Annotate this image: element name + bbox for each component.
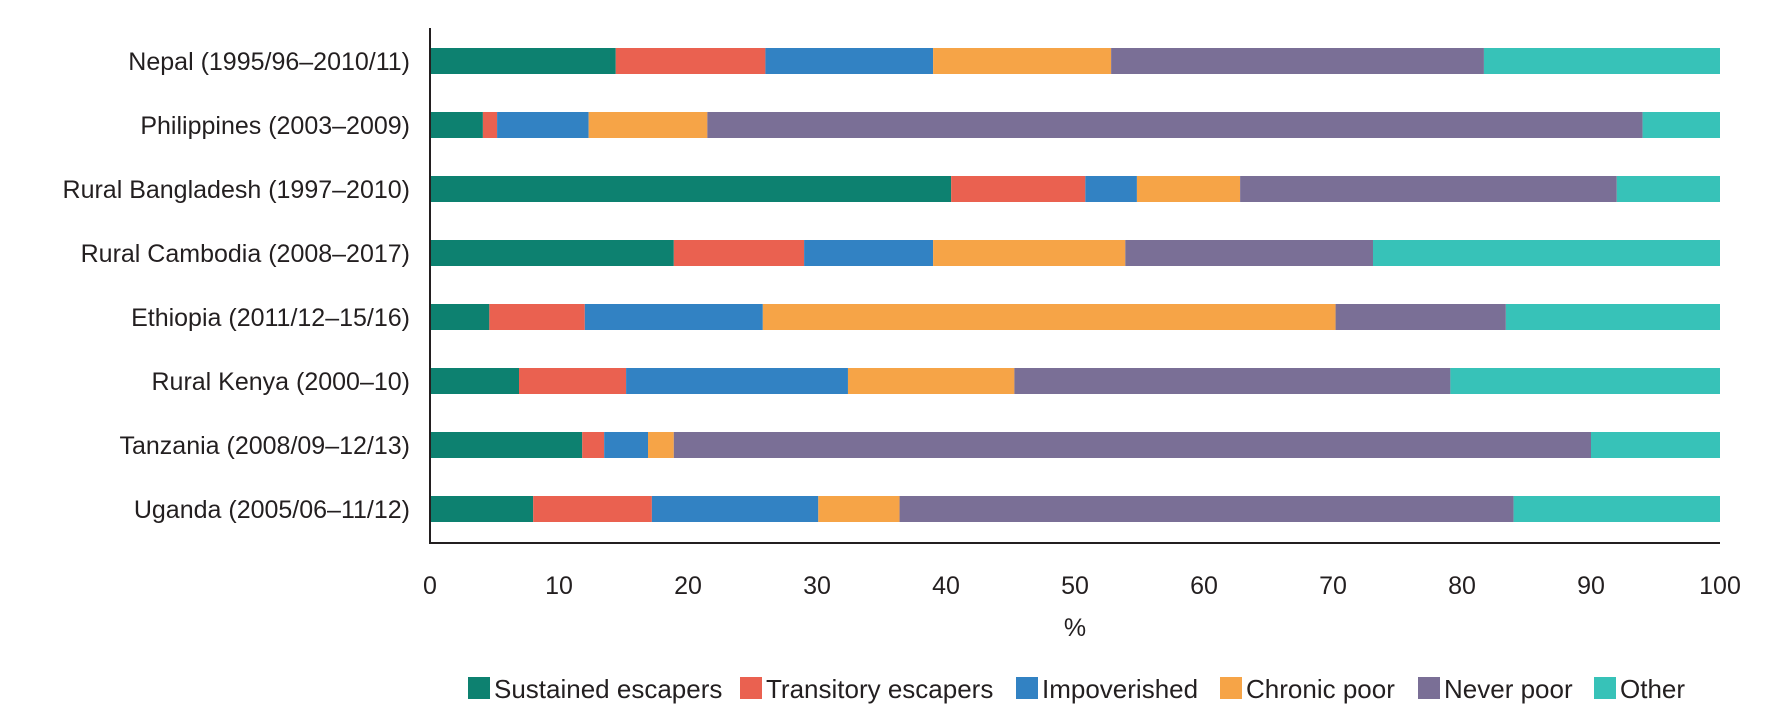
bar-segment bbox=[584, 304, 763, 330]
bar-segment bbox=[1136, 176, 1241, 202]
bars-group bbox=[430, 48, 1720, 522]
category-label: Uganda (2005/06–11/12) bbox=[134, 496, 410, 524]
bar-segment bbox=[430, 176, 952, 202]
bar-segment bbox=[497, 112, 589, 138]
bar-segment bbox=[707, 112, 1643, 138]
category-label: Rural Cambodia (2008–2017) bbox=[81, 240, 410, 268]
category-label: Philippines (2003–2009) bbox=[140, 112, 410, 140]
bar-segment bbox=[1450, 368, 1720, 394]
bar-segment bbox=[430, 496, 534, 522]
legend-label: Never poor bbox=[1444, 674, 1573, 704]
bar-segment bbox=[1240, 176, 1617, 202]
category-label: Rural Bangladesh (1997–2010) bbox=[63, 176, 410, 204]
bar-segment bbox=[1591, 432, 1720, 458]
x-axis-label: % bbox=[1064, 614, 1086, 642]
legend-label: Impoverished bbox=[1042, 674, 1198, 704]
legend-swatch bbox=[1594, 677, 1616, 699]
bar-segment bbox=[818, 496, 900, 522]
bar-segment bbox=[533, 496, 652, 522]
bar-segment bbox=[1372, 240, 1720, 266]
legend-label: Chronic poor bbox=[1246, 674, 1395, 704]
bar-segment bbox=[847, 368, 1015, 394]
bar-segment bbox=[1085, 176, 1137, 202]
bar-segment bbox=[430, 112, 483, 138]
category-labels: Nepal (1995/96–2010/11) Philippines (2003… bbox=[63, 48, 410, 524]
legend-swatch bbox=[740, 677, 762, 699]
bar-segment bbox=[430, 240, 674, 266]
bar-segment bbox=[648, 432, 674, 458]
bar-segment bbox=[604, 432, 649, 458]
bar-segment bbox=[762, 304, 1336, 330]
bar-segment bbox=[430, 304, 490, 330]
x-tick-label: 40 bbox=[932, 572, 960, 600]
bar-segment bbox=[430, 432, 583, 458]
x-tick-label: 100 bbox=[1699, 572, 1741, 600]
bar-segment bbox=[765, 48, 934, 74]
legend-swatch bbox=[468, 677, 490, 699]
bar-segment bbox=[673, 240, 805, 266]
bar-segment bbox=[933, 240, 1126, 266]
bar-segment bbox=[1111, 48, 1484, 74]
bar-segment bbox=[489, 304, 585, 330]
legend-swatch bbox=[1418, 677, 1440, 699]
bar-segment bbox=[1616, 176, 1720, 202]
legend-swatch bbox=[1220, 677, 1242, 699]
legend-label: Other bbox=[1620, 674, 1685, 704]
bar-segment bbox=[951, 176, 1086, 202]
legend-label: Sustained escapers bbox=[494, 674, 722, 704]
bar-segment bbox=[673, 432, 1591, 458]
x-tick-label: 80 bbox=[1448, 572, 1476, 600]
x-tick-label: 30 bbox=[803, 572, 831, 600]
legend-swatch bbox=[1016, 677, 1038, 699]
x-tick-label: 60 bbox=[1190, 572, 1218, 600]
x-tick-label: 10 bbox=[545, 572, 573, 600]
x-axis-ticks: 0 10 20 30 40 50 60 70 80 90 100 bbox=[423, 572, 1741, 600]
bar-segment bbox=[482, 112, 498, 138]
x-tick-label: 70 bbox=[1319, 572, 1347, 600]
bar-segment bbox=[1335, 304, 1506, 330]
bar-segment bbox=[1642, 112, 1720, 138]
bar-segment bbox=[588, 112, 708, 138]
x-tick-label: 20 bbox=[674, 572, 702, 600]
x-tick-label: 90 bbox=[1577, 572, 1605, 600]
bar-segment bbox=[1513, 496, 1720, 522]
legend: Sustained escapers Transitory escapers Imp… bbox=[468, 674, 1685, 704]
bar-segment bbox=[899, 496, 1514, 522]
bar-segment bbox=[1014, 368, 1451, 394]
category-label: Nepal (1995/96–2010/11) bbox=[128, 48, 410, 76]
bar-segment bbox=[519, 368, 627, 394]
bar-segment bbox=[430, 48, 616, 74]
bar-segment bbox=[626, 368, 848, 394]
category-label: Ethiopia (2011/12–15/16) bbox=[131, 304, 410, 332]
category-label: Tanzania (2008/09–12/13) bbox=[119, 432, 410, 460]
bar-segment bbox=[1125, 240, 1373, 266]
bar-segment bbox=[582, 432, 605, 458]
x-tick-label: 50 bbox=[1061, 572, 1089, 600]
bar-segment bbox=[933, 48, 1112, 74]
bar-segment bbox=[651, 496, 819, 522]
bar-segment bbox=[804, 240, 934, 266]
bar-segment bbox=[1483, 48, 1720, 74]
bar-segment bbox=[430, 368, 520, 394]
bar-segment bbox=[615, 48, 766, 74]
bar-segment bbox=[1505, 304, 1720, 330]
x-tick-label: 0 bbox=[423, 572, 437, 600]
category-label: Rural Kenya (2000–10) bbox=[152, 368, 411, 396]
legend-label: Transitory escapers bbox=[766, 674, 993, 704]
